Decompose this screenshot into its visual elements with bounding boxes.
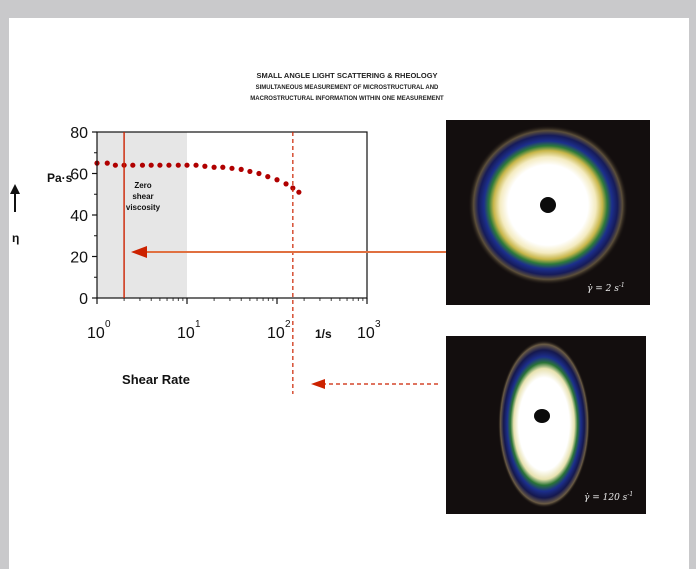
shear-rate-label-1: γ̇ = 2 s-1	[587, 282, 625, 294]
beam-stop	[534, 409, 550, 423]
x-tick-exponent: 1	[195, 319, 201, 330]
data-point	[265, 174, 271, 180]
data-point	[175, 162, 181, 168]
guide-lines	[123, 132, 294, 394]
shear-rate-label-2: γ̇ = 120 s-1	[584, 491, 633, 503]
data-point	[112, 162, 118, 168]
y-axis-label: η	[12, 231, 19, 245]
y-axis-unit: Pa·s	[47, 171, 73, 185]
y-tick-label: 20	[70, 250, 88, 267]
page-frame: SMALL ANGLE LIGHT SCATTERING & RHEOLOGY …	[9, 18, 689, 569]
data-point	[148, 162, 154, 168]
y-tick-label: 0	[79, 291, 88, 308]
data-point	[166, 162, 172, 168]
data-point	[220, 164, 226, 170]
data-point	[130, 162, 136, 168]
x-tick-label: 10	[267, 325, 285, 342]
figure-subtitle-2: MACROSTRUCTURAL INFORMATION WITHIN ONE M…	[250, 96, 444, 102]
x-tick-label: 10	[177, 325, 195, 342]
data-point	[256, 170, 262, 177]
data-point	[238, 166, 244, 172]
x-axis-unit: 1/s	[315, 327, 332, 341]
y-tick-label: 80	[70, 125, 88, 142]
figure-subtitle-1: SIMULTANEOUS MEASUREMENT OF MICROSTRUCTU…	[256, 85, 439, 91]
data-point	[296, 189, 302, 195]
data-point	[211, 164, 217, 170]
y-axis-arrow	[10, 184, 20, 212]
zero-shear-label-1: Zero	[134, 181, 151, 190]
figure-title: SMALL ANGLE LIGHT SCATTERING & RHEOLOGY	[256, 71, 437, 80]
y-tick-label: 40	[70, 208, 88, 225]
plot-area: Zero shear viscosity 8060402001001011021…	[70, 125, 381, 394]
data-point	[274, 177, 280, 183]
x-tick-exponent: 3	[375, 319, 381, 330]
data-point	[184, 162, 190, 168]
sals-image-isotropic: γ̇ = 2 s-1	[446, 120, 650, 305]
figure: SMALL ANGLE LIGHT SCATTERING & RHEOLOGY …	[10, 71, 650, 514]
arrow-to-image-2	[311, 379, 439, 389]
data-point	[202, 163, 208, 169]
zero-shear-band	[97, 132, 187, 298]
x-tick-exponent: 0	[105, 319, 111, 330]
data-point	[247, 168, 253, 175]
x-tick-label: 10	[87, 325, 105, 342]
zero-shear-label-2: shear	[132, 192, 153, 201]
data-point	[229, 165, 235, 171]
data-point	[139, 162, 146, 168]
x-tick-exponent: 2	[285, 319, 291, 330]
data-point	[157, 162, 163, 168]
data-point	[193, 162, 199, 168]
data-point	[104, 160, 110, 166]
x-axis-label: Shear Rate	[122, 372, 190, 387]
beam-stop	[540, 197, 556, 213]
x-tick-label: 10	[357, 325, 375, 342]
y-tick-label: 60	[70, 167, 88, 184]
data-point	[283, 181, 289, 187]
sals-image-elongated: γ̇ = 120 s-1	[446, 336, 646, 514]
zero-shear-label-3: viscosity	[126, 203, 161, 212]
arrow-to-image-1	[131, 246, 449, 258]
